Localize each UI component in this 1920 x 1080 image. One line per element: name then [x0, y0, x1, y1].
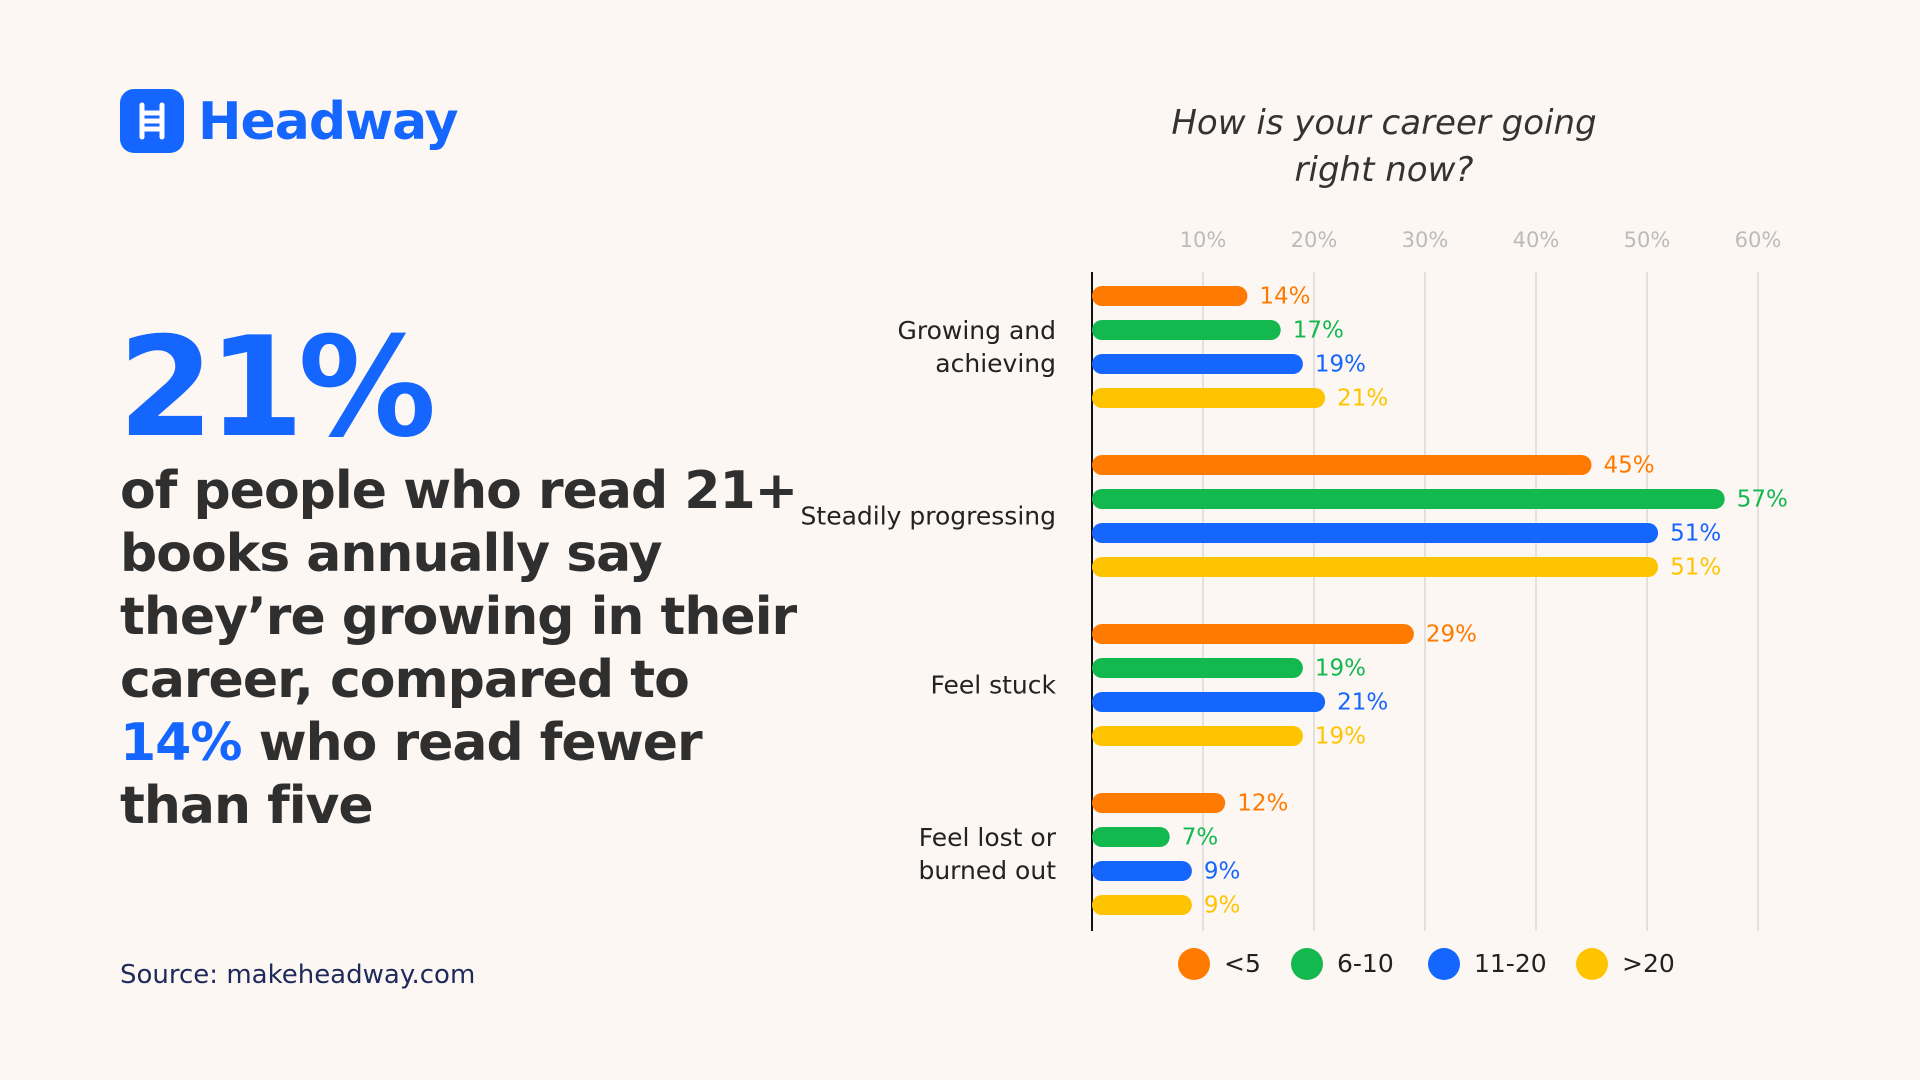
value-label: 57% [1737, 487, 1788, 513]
legend-label: 11-20 [1474, 949, 1547, 978]
description: of people who read 21+ books annually sa… [120, 460, 820, 838]
logo-glyph [139, 102, 165, 140]
x-tick-label: 60% [1735, 228, 1782, 252]
category-label: Feel stuck [930, 670, 1056, 700]
bar [1092, 523, 1659, 543]
value-label: 19% [1315, 352, 1366, 378]
description-highlight: 14% [120, 713, 242, 773]
legend-swatch [1291, 948, 1323, 980]
bar [1092, 624, 1414, 644]
bar [1092, 726, 1303, 746]
legend-label: <5 [1224, 949, 1261, 978]
bar [1092, 658, 1303, 678]
bar [1092, 557, 1659, 577]
value-label: 19% [1315, 656, 1366, 682]
value-label: 19% [1315, 724, 1366, 750]
value-label: 51% [1670, 521, 1721, 547]
bar [1092, 455, 1592, 475]
x-tick-label: 20% [1291, 228, 1338, 252]
value-label: 17% [1293, 318, 1344, 344]
category-label: Steadily progressing [800, 501, 1056, 531]
legend-label: >20 [1622, 949, 1675, 978]
brand-name: Headway [198, 92, 459, 152]
legend-swatch [1428, 948, 1460, 980]
value-label: 9% [1204, 893, 1241, 919]
source: Source: makeheadway.com [120, 960, 476, 990]
value-label: 21% [1337, 386, 1388, 412]
bar [1092, 861, 1192, 881]
x-tick-label: 30% [1402, 228, 1449, 252]
bar [1092, 354, 1303, 374]
description-text: who read fewer than five [120, 713, 703, 836]
bar [1092, 827, 1170, 847]
x-tick-label: 10% [1180, 228, 1227, 252]
bar [1092, 793, 1226, 813]
bar [1092, 286, 1248, 306]
x-tick-label: 40% [1513, 228, 1560, 252]
bar [1092, 489, 1725, 509]
value-label: 45% [1604, 453, 1655, 479]
bar [1092, 320, 1281, 340]
legend-label: 6-10 [1337, 949, 1394, 978]
category-label: Feel lost or burned out [918, 823, 1056, 885]
bar [1092, 388, 1326, 408]
logo-icon [120, 89, 184, 153]
value-label: 7% [1182, 825, 1219, 851]
x-tick-label: 50% [1624, 228, 1671, 252]
legend-swatch [1178, 948, 1210, 980]
bar [1092, 692, 1326, 712]
description-text: of people who read 21+ books annually sa… [120, 461, 798, 710]
value-label: 12% [1237, 791, 1288, 817]
value-label: 51% [1670, 555, 1721, 581]
headline-stat: 21% [118, 307, 436, 468]
value-label: 9% [1204, 859, 1241, 885]
category-label: Growing and achieving [897, 316, 1056, 378]
value-label: 14% [1259, 284, 1310, 310]
value-label: 21% [1337, 690, 1388, 716]
bar [1092, 895, 1192, 915]
legend-swatch [1576, 948, 1608, 980]
value-label: 29% [1426, 622, 1477, 648]
chart-title: How is your career going right now? [1171, 103, 1596, 190]
